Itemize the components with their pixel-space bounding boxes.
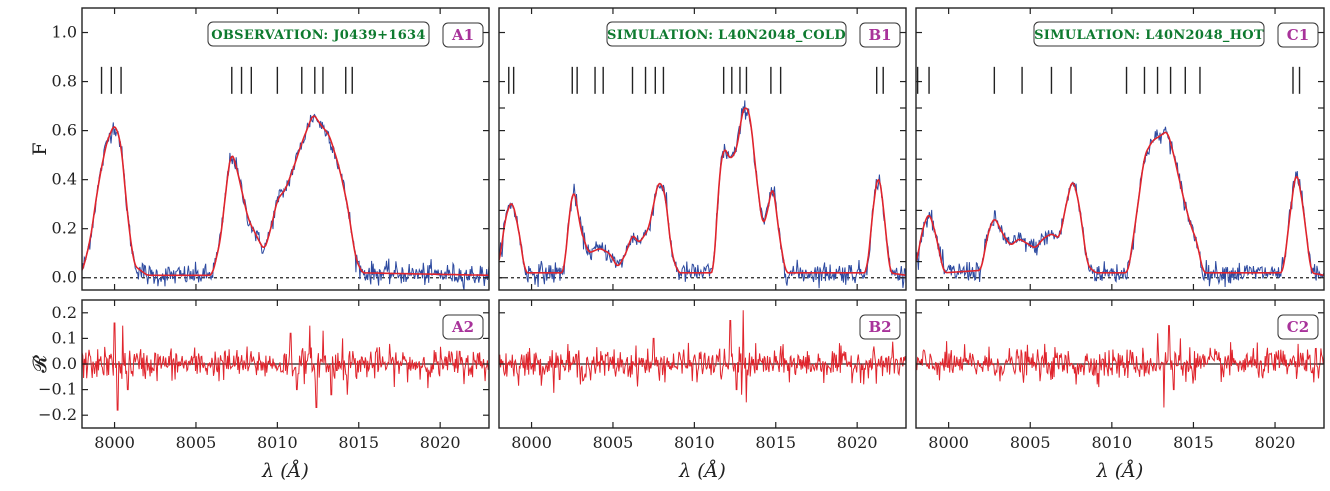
plot-area	[82, 66, 489, 290]
model-flux-line	[82, 115, 489, 277]
x-tick-label: 8010	[674, 433, 715, 452]
title-box	[207, 21, 430, 47]
panel-title: SIMULATION: L40N2048_COLD	[607, 28, 846, 43]
x-tick-label: 8015	[1173, 433, 1214, 452]
panel-title: SIMULATION: L40N2048_HOT	[1034, 28, 1264, 43]
axes-frame	[498, 7, 907, 291]
y-tick-label: 0.8	[52, 72, 77, 91]
residual-line	[916, 325, 1324, 408]
y-axis-title: 𝓡	[29, 355, 51, 373]
plot-area	[916, 66, 1324, 288]
panel-label: B2	[868, 318, 891, 336]
x-tick-label: 8005	[593, 433, 634, 452]
model-flux-line	[499, 107, 906, 276]
x-tick-label: 8000	[94, 433, 135, 452]
panel-label-box	[859, 314, 901, 340]
model-flux-line	[916, 131, 1324, 276]
y-tick-label: −0.1	[38, 380, 77, 399]
residual-line	[499, 310, 906, 403]
plot-area	[916, 325, 1324, 408]
panel-title: OBSERVATION: J0439+1634	[211, 28, 426, 43]
y-axis-title: F	[29, 142, 51, 155]
x-tick-label: 8015	[755, 433, 796, 452]
panel-label: B1	[868, 26, 891, 44]
x-tick-label: 8000	[928, 433, 969, 452]
panel-label-box	[1277, 314, 1319, 340]
y-tick-label: −0.2	[38, 405, 77, 424]
y-tick-label: 0.1	[52, 328, 77, 347]
x-axis-title: λ (Å)	[1096, 460, 1144, 482]
panel-b1: B1 SIMULATION: L40N2048_COLD	[498, 7, 907, 291]
panel-label-box	[442, 22, 484, 48]
observed-flux-line	[916, 126, 1324, 288]
panel-c2: 8000 8005 8010 8015 8020 C2 λ (Å)	[915, 107, 1325, 482]
y-tick-label: 0.0	[52, 268, 77, 287]
axes-frame	[915, 7, 1325, 291]
y-tick-label: 0.2	[52, 303, 77, 322]
panel-a1: 0.0 0.2 0.4 0.6 0.8 1.0 A1 OBSERVATION: J0439+1…	[29, 7, 490, 291]
x-axis-title: λ (Å)	[678, 460, 726, 482]
x-tick-label: 8000	[511, 433, 552, 452]
y-tick-label: 1.0	[52, 23, 77, 42]
panel-label-box	[859, 22, 901, 48]
panel-label-box	[1277, 22, 1319, 48]
x-tick-label: 8020	[420, 433, 461, 452]
y-tick-label: 0.4	[52, 170, 77, 189]
panel-b2: 8000 8005 8010 8015 8020 B2 λ (Å)	[498, 107, 907, 482]
y-tick-label: 0.0	[52, 354, 77, 373]
plot-area	[82, 322, 489, 411]
x-axis-title: λ (Å)	[261, 460, 309, 482]
panel-label-box	[442, 314, 484, 340]
axes-frame	[81, 7, 490, 291]
x-tick-label: 8010	[257, 433, 298, 452]
x-tick-label: 8015	[338, 433, 379, 452]
panel-a2: 8000 8005 8010 8015 8020 −0.2 −0.1 0.0 0.1 0.2 A2 𝓡…	[29, 299, 490, 482]
x-tick-label: 8005	[1010, 433, 1051, 452]
y-tick-label: 0.6	[52, 121, 77, 140]
x-tick-label: 8020	[1255, 433, 1296, 452]
observed-flux-line	[499, 100, 906, 289]
x-tick-label: 8005	[176, 433, 217, 452]
x-tick-label: 8020	[837, 433, 878, 452]
panel-label: A1	[451, 26, 474, 44]
panel-label: C2	[1287, 318, 1309, 336]
residual-line	[82, 322, 489, 411]
plot-area	[499, 66, 906, 289]
title-box	[606, 21, 847, 47]
plot-area	[499, 310, 906, 403]
panel-label: C1	[1287, 26, 1309, 44]
panel-c1: C1 SIMULATION: L40N2048_HOT	[915, 7, 1325, 291]
x-tick-label: 8010	[1091, 433, 1132, 452]
title-box	[1033, 21, 1265, 47]
panel-label: A2	[451, 318, 474, 336]
y-tick-label: 0.2	[52, 219, 77, 238]
observed-flux-line	[82, 113, 489, 290]
